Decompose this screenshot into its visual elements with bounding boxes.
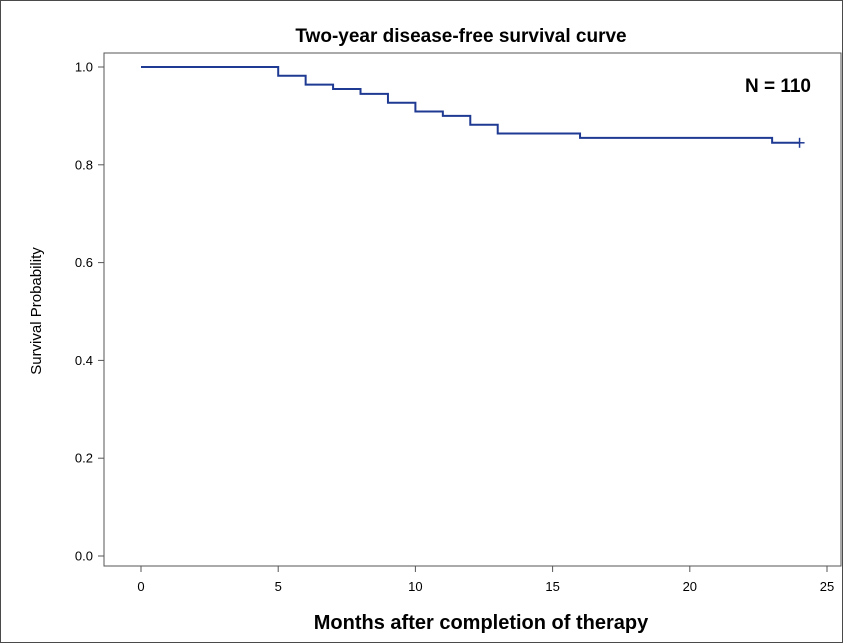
x-tick-label-1: 5	[275, 579, 282, 594]
x-tick-label-0: 0	[137, 579, 144, 594]
chart-title: Two-year disease-free survival curve	[295, 26, 626, 47]
censor-mark-0	[794, 137, 805, 148]
x-tick-label-5: 25	[820, 579, 834, 594]
y-axis-label: Survival Probability	[28, 247, 45, 375]
y-tick-label-0: 0.0	[75, 549, 93, 564]
x-tick-label-4: 20	[683, 579, 697, 594]
x-axis-label: Months after completion of therapy	[314, 612, 649, 634]
x-tick-label-3: 15	[545, 579, 559, 594]
y-axis: 0.0 0.2 0.4 0.6 0.8 1.0	[75, 60, 104, 564]
y-tick-label-5: 1.0	[75, 60, 93, 75]
y-tick-label-4: 0.8	[75, 157, 93, 172]
sample-size-annotation: N = 110	[745, 76, 811, 97]
x-tick-label-2: 10	[408, 579, 422, 594]
y-tick-label-1: 0.2	[75, 451, 93, 466]
y-tick-label-3: 0.6	[75, 255, 93, 270]
survival-step-line	[141, 66, 800, 144]
plot-frame	[103, 52, 842, 567]
x-axis: 0 5 10 15 20 25	[137, 566, 834, 594]
y-tick-label-2: 0.4	[75, 353, 93, 368]
censor-marks	[794, 137, 805, 148]
